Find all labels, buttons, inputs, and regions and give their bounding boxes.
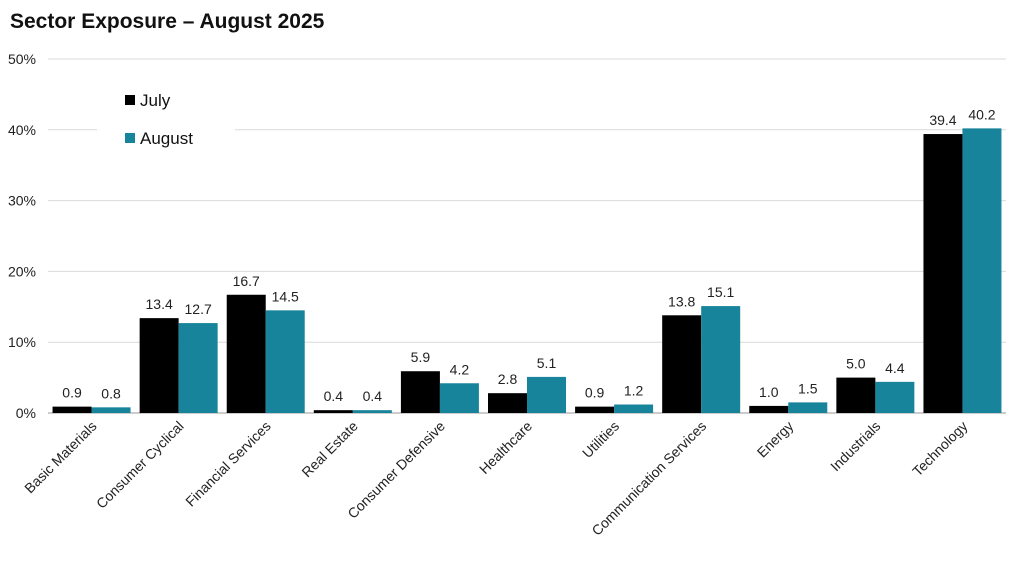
data-label: 0.9 [62,385,82,401]
bar-july [139,318,179,413]
y-axis-ticks: 0% 10% 20% 30% 40% 50% [8,51,36,421]
y-tick-label: 10% [8,334,36,350]
bar-july [749,405,789,413]
y-tick-label: 30% [8,193,36,209]
bar-august [962,128,1002,413]
legend-box [97,86,235,154]
x-tick-label: Consumer Cyclical [93,418,187,512]
x-tick-label: Energy [754,418,797,461]
data-label: 15.1 [707,284,734,300]
legend-swatch-july [125,95,135,105]
bar-august [527,376,566,413]
legend-swatch-august [125,133,135,143]
data-label: 13.8 [668,293,695,309]
x-tick-label: Consumer Defensive [344,418,448,522]
data-label: 0.9 [585,385,605,401]
legend-label-august: August [140,129,193,148]
x-tick-label: Real Estate [298,418,361,481]
x-tick-label: Healthcare [476,418,535,477]
bar-august [178,323,218,413]
data-label: 0.4 [363,388,383,404]
data-label: 14.5 [272,288,299,304]
data-label: 39.4 [929,112,956,128]
bar-august [352,410,392,413]
x-tick-label: Financial Services [182,418,274,510]
data-label: 2.8 [498,371,518,387]
data-label: 4.4 [885,360,905,376]
x-tick-label: Technology [909,418,970,479]
bar-august [91,407,131,413]
data-label: 1.5 [798,380,818,396]
bar-july [662,315,702,413]
data-label: 0.4 [324,388,344,404]
bar-july [488,393,527,413]
data-label: 13.4 [146,296,173,312]
data-label: 12.7 [185,301,212,317]
y-tick-label: 20% [8,263,36,279]
bar-august [701,306,741,413]
data-label: 5.1 [537,355,557,371]
bar-july [400,371,440,413]
bar-august [614,404,654,413]
bar-august [439,383,479,413]
y-tick-label: 40% [8,122,36,138]
x-tick-label: Basic Materials [21,418,99,496]
y-tick-label: 0% [16,405,36,421]
bar-july [923,134,963,413]
bar-august [265,310,305,413]
bar-august [875,381,915,413]
bar-july [226,294,266,413]
bar-july [313,410,353,413]
data-label: 5.9 [411,349,431,365]
legend-label-july: July [140,91,171,110]
x-tick-label: Utilities [579,418,622,461]
data-label: 1.0 [759,384,779,400]
legend: July August [97,86,235,154]
data-labels: 0.9 0.8 13.4 12.7 16.7 14.5 0.4 0.4 5.9 4.2 2.8 5.1… [62,106,995,404]
bars [52,128,1002,413]
data-label: 4.2 [450,361,470,377]
data-label: 0.8 [101,385,121,401]
bar-july [52,406,92,413]
data-label: 1.2 [624,383,644,399]
y-tick-label: 50% [8,51,36,67]
chart-title: Sector Exposure – August 2025 [10,10,325,33]
data-label: 5.0 [846,356,866,372]
bar-august [788,402,828,413]
data-label: 16.7 [233,273,260,289]
bar-july [836,377,876,413]
x-tick-label: Industrials [827,418,883,474]
bar-july [575,406,615,413]
data-label: 40.2 [968,106,995,122]
